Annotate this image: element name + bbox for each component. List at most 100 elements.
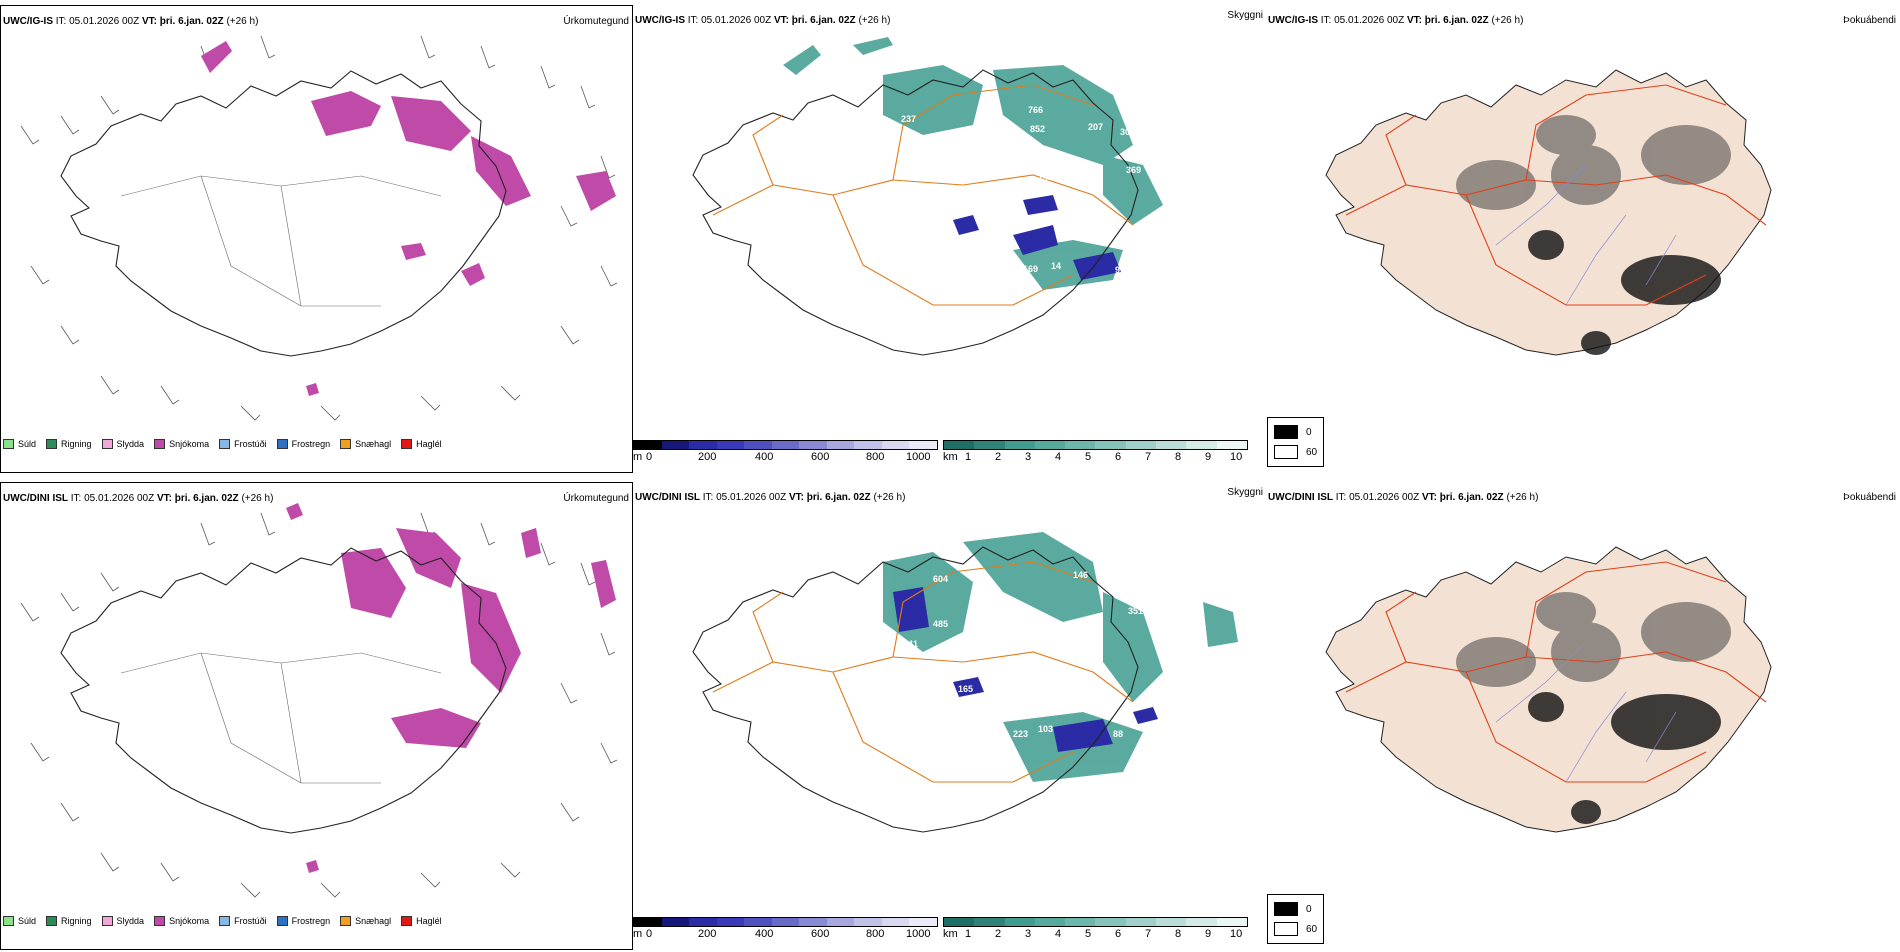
colorbar-tick: 0 [646, 451, 653, 463]
panel-title: Skyggni [1227, 487, 1263, 498]
colorbar-bin [771, 918, 800, 926]
lead-time: (+26 h) [1491, 15, 1524, 26]
colorbar-tick: 5 [1085, 928, 1092, 940]
legend-swatch [3, 439, 14, 449]
height-label: 237 [901, 114, 916, 124]
colorbar-bin [1065, 918, 1096, 926]
visibility-panel-row1: UWC/IG-IS IT: 05.01.2026 00Z VT: þri. 6.… [633, 5, 1266, 475]
visibility-colorbar-bar [943, 440, 1248, 450]
valid-time: þri. 6.jan. 02Z [174, 493, 239, 504]
low-cloud-areas [953, 195, 1121, 280]
height-colorbar: m 0 200 400 600 800 1000 [633, 440, 938, 468]
panel-header: UWC/IG-IS IT: 05.01.2026 00Z VT: þri. 6.… [3, 16, 259, 27]
colorbar-tick: 7 [1145, 451, 1152, 463]
colorbar-tick: 4 [1055, 451, 1062, 463]
colorbar-tick: 200 [698, 928, 717, 940]
colorbar-bin [854, 441, 882, 449]
legend-item: Frostúði [219, 439, 267, 449]
colorbar-tick: 4 [1055, 928, 1062, 940]
colorbar-tick: 5 [1085, 451, 1092, 463]
colorbar-tick: 1000 [906, 928, 931, 940]
colorbar-tick: 6 [1115, 928, 1122, 940]
fog-legend-row: 0 [1274, 902, 1312, 916]
colorbar-bin [634, 441, 662, 449]
panel-header: UWC/DINI ISL IT: 05.01.2026 00Z VT: þri.… [635, 492, 906, 503]
legend-swatch [219, 439, 231, 449]
legend-item: Snjókoma [154, 439, 209, 449]
model-name: UWC/DINI ISL [3, 493, 68, 504]
colorbar-bin [1125, 441, 1157, 449]
valid-time: þri. 6.jan. 02Z [791, 15, 856, 26]
model-name: UWC/IG-IS [1268, 15, 1318, 26]
colorbar-bin [1095, 441, 1126, 449]
colorbar-bin [974, 441, 1005, 449]
colorbar-tick: 400 [755, 451, 774, 463]
rivers [1495, 641, 1677, 783]
fog-legend-row: 0 [1274, 425, 1312, 439]
legend-item: Súld [3, 916, 36, 926]
colorbar-bin [799, 918, 827, 926]
colorbar-unit: m [633, 451, 643, 463]
fog-legend: 0 60 [1267, 894, 1324, 944]
height-label: 14 [1051, 261, 1061, 271]
colorbar-tick: 3 [1025, 451, 1032, 463]
legend-swatch [154, 916, 166, 926]
legend-item: Frostúði [219, 916, 267, 926]
colorbar-bin [716, 918, 745, 926]
visibility-map: 237 766 852 207 301 311 331 369 374 376 … [692, 37, 1183, 356]
colorbar-bin [974, 918, 1005, 926]
panel-title: Úrkomutegund [563, 16, 629, 27]
legend-item: Súld [3, 439, 36, 449]
height-label: 146 [1073, 570, 1088, 580]
wind-barbs [20, 35, 618, 421]
legend-item: Rigning [46, 439, 92, 449]
low-cloud-areas [893, 587, 1158, 752]
height-label: 376 [1168, 189, 1183, 199]
height-label: 604 [933, 574, 948, 584]
height-label: 369 [1126, 165, 1141, 175]
height-label: 165 [958, 684, 973, 694]
fog-dense [1528, 692, 1721, 824]
colorbar-bin [1186, 441, 1217, 449]
rivers [1495, 164, 1677, 306]
legend-item: Snæhagl [340, 916, 391, 926]
precip-legend: Súld Rigning Slydda Snjókoma Frostúði Fr… [3, 916, 452, 926]
fog-shading [1456, 592, 1731, 687]
model-name: UWC/IG-IS [3, 16, 53, 27]
panel-title: Þokuábendi [1843, 492, 1896, 503]
colorbar-bin [944, 918, 975, 926]
colorbar-tick: 1000 [906, 451, 931, 463]
colorbar-bin [826, 441, 855, 449]
init-time: 05.01.2026 00Z [701, 15, 772, 26]
lead-time: (+26 h) [873, 492, 906, 503]
colorbar-bin [1065, 441, 1096, 449]
colorbar-bin [1034, 918, 1066, 926]
fog-legend-row: 60 [1274, 445, 1317, 459]
height-label: 88 [1113, 729, 1123, 739]
wind-barbs [20, 512, 618, 898]
model-name: UWC/DINI ISL [635, 492, 700, 503]
fog-panel-row1: UWC/IG-IS IT: 05.01.2026 00Z VT: þri. 6.… [1266, 5, 1899, 475]
colorbar-bin [909, 918, 938, 926]
colorbar-bin [661, 918, 690, 926]
colorbar-bin [661, 441, 690, 449]
fog-legend-swatch [1274, 922, 1298, 936]
height-colorbar: m 0 200 400 600 800 1000 [633, 917, 938, 945]
fog-shading [1456, 115, 1731, 210]
height-label: 766 [1028, 105, 1043, 115]
height-label: 485 [933, 619, 948, 629]
height-label: 103 [1038, 724, 1053, 734]
colorbar-bin [826, 918, 855, 926]
colorbar-bin [716, 441, 745, 449]
colorbar-bin [689, 918, 717, 926]
panel-title: Þokuábendi [1843, 15, 1896, 26]
colorbar-bin [1156, 441, 1187, 449]
panel-header: UWC/IG-IS IT: 05.01.2026 00Z VT: þri. 6.… [635, 15, 891, 26]
height-label: 965 [1163, 682, 1178, 692]
height-label: 169 [1023, 264, 1038, 274]
legend-item: Slydda [101, 439, 144, 449]
height-label: 314 [973, 664, 988, 674]
init-time: 05.01.2026 00Z [84, 493, 155, 504]
legend-swatch [340, 439, 352, 449]
roads [120, 175, 442, 307]
